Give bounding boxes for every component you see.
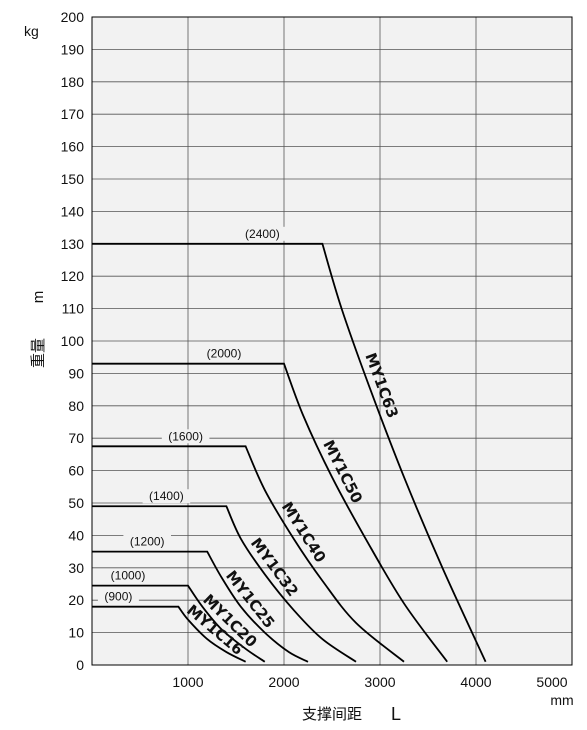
series-line-my1c25	[92, 550, 309, 663]
bracket-label-my1c32: (1400)	[149, 489, 184, 503]
bracket-bg-my1c50	[200, 346, 248, 361]
y-tick-label: 90	[68, 365, 84, 381]
x-tick-label: 2000	[268, 674, 299, 690]
x-tick-label: 4000	[460, 674, 491, 690]
x-tick-label: 3000	[364, 674, 395, 690]
y-tick-label: 0	[76, 657, 84, 673]
y-tick-label: 80	[68, 398, 84, 414]
x-tick-labels: 1000 2000 3000 4000 5000	[172, 674, 567, 690]
bracket-bg-my1c16	[97, 589, 139, 604]
curves	[92, 242, 487, 663]
y-tick-labels: 0 10 20 30 40 50 60 70 80 90 100 110 120 130 140 150 160…	[61, 9, 85, 673]
series-line-my1c20	[92, 584, 266, 663]
y-tick-label: 60	[68, 463, 84, 479]
y-tick-label: 50	[68, 495, 84, 511]
x-axis-label: 支撑间距	[302, 706, 362, 723]
y-axis-title: 重量 m	[30, 291, 47, 368]
series-line-my1c40	[92, 445, 405, 663]
plot-frame	[91, 16, 573, 666]
bracket-label-my1c25: (1200)	[130, 535, 165, 549]
y-tick-label: 30	[68, 560, 84, 576]
series-line-my1c16	[92, 605, 247, 663]
bracket-labels: (900) (1000) (1200) (1400) (1600) (2000) (2400…	[97, 226, 287, 604]
y-tick-label: 70	[68, 430, 84, 446]
y-tick-label: 190	[61, 41, 85, 57]
y-unit-label: kg	[24, 23, 39, 39]
bracket-bg-my1c63	[238, 226, 287, 241]
bracket-label-my1c40: (1600)	[168, 429, 203, 443]
bracket-label-my1c50: (2000)	[207, 347, 242, 361]
bracket-label-my1c20: (1000)	[111, 569, 146, 583]
y-tick-label: 110	[62, 301, 85, 317]
series-line-my1c32	[92, 505, 357, 663]
y-tick-label: 180	[61, 74, 85, 90]
y-tick-label: 120	[61, 268, 85, 284]
y-tick-label: 160	[61, 139, 85, 155]
y-tick-label: 140	[61, 203, 85, 219]
y-tick-label: 150	[61, 171, 85, 187]
y-tick-label: 200	[61, 9, 85, 25]
x-tick-label: 1000	[172, 674, 203, 690]
x-axis-symbol: L	[391, 704, 401, 724]
y-tick-label: 130	[61, 236, 85, 252]
bracket-label-my1c63: (2400)	[245, 227, 280, 241]
bracket-bg-my1c25	[123, 534, 171, 549]
series-line-my1c63	[92, 242, 487, 663]
bracket-label-my1c16: (900)	[104, 590, 132, 604]
y-tick-label: 100	[61, 333, 85, 349]
x-unit-label: mm	[550, 692, 573, 708]
bracket-bg-my1c32	[142, 489, 191, 504]
x-tick-label: 5000	[536, 674, 567, 690]
grid	[92, 16, 573, 666]
y-tick-label: 10	[68, 625, 84, 641]
bracket-bg-my1c20	[104, 568, 152, 583]
y-axis-symbol: m	[30, 291, 47, 304]
y-tick-label: 20	[68, 592, 84, 608]
y-tick-label: 40	[68, 527, 84, 543]
y-tick-label: 170	[61, 106, 85, 122]
series-line-my1c50	[92, 362, 448, 663]
y-axis-label: 重量	[30, 338, 47, 368]
bracket-bg-my1c40	[161, 429, 210, 444]
